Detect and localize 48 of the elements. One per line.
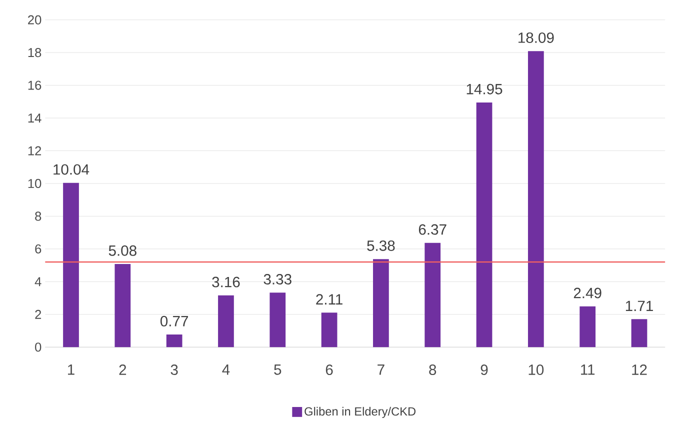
y-tick-label: 20 [28, 15, 42, 24]
bar [270, 292, 286, 348]
x-tick-label: 8 [429, 364, 436, 376]
data-label: 3.16 [212, 276, 240, 288]
x-tick-label: 3 [170, 364, 178, 376]
data-label: 5.38 [367, 240, 395, 251]
y-tick-label: 2 [35, 310, 42, 319]
data-label: 10.04 [54, 164, 90, 175]
x-tick-label: 6 [326, 364, 333, 376]
x-tick-label: 2 [119, 364, 126, 375]
bar [373, 259, 389, 348]
y-tick-label: 4 [34, 277, 42, 286]
bar [166, 334, 182, 348]
data-label: 14.95 [466, 84, 502, 94]
y-tick-label: 14 [28, 114, 42, 122]
x-tick-label: 7 [378, 364, 384, 375]
data-label: 2.49 [574, 288, 602, 298]
data-label: 2.11 [316, 294, 342, 304]
data-label: 1.71 [626, 300, 653, 312]
y-tick-label: 6 [35, 244, 42, 254]
x-tick-label: 10 [528, 364, 544, 376]
y-tick-label: 18 [28, 48, 42, 58]
y-tick-label: 10 [28, 178, 42, 188]
data-label: 6.37 [418, 224, 446, 235]
x-tick-label: 9 [480, 364, 488, 376]
bar [580, 306, 596, 348]
x-tick-label: 4 [222, 364, 230, 375]
bar [631, 319, 648, 348]
x-tick-label: 11 [581, 364, 595, 375]
bar [218, 295, 234, 348]
y-tick-label: 12 [28, 146, 42, 156]
data-label: 5.08 [108, 245, 136, 256]
bar [321, 312, 338, 348]
bar [476, 102, 492, 348]
y-tick-label: 16 [28, 80, 42, 90]
x-tick-label: 5 [274, 364, 282, 375]
x-tick-label: 12 [632, 364, 647, 375]
x-tick-label: 1 [68, 364, 74, 375]
bar [114, 264, 131, 348]
data-label: 3.33 [264, 274, 292, 285]
legend-label: Gliben in Eldery/CKD [304, 406, 416, 418]
y-tick-label: 8 [35, 212, 42, 221]
bar [424, 242, 441, 348]
bar [528, 51, 544, 348]
data-label: 0.77 [160, 316, 188, 326]
y-tick-label: 0 [35, 342, 42, 352]
bar [63, 182, 79, 348]
data-label: 18.09 [518, 32, 554, 43]
